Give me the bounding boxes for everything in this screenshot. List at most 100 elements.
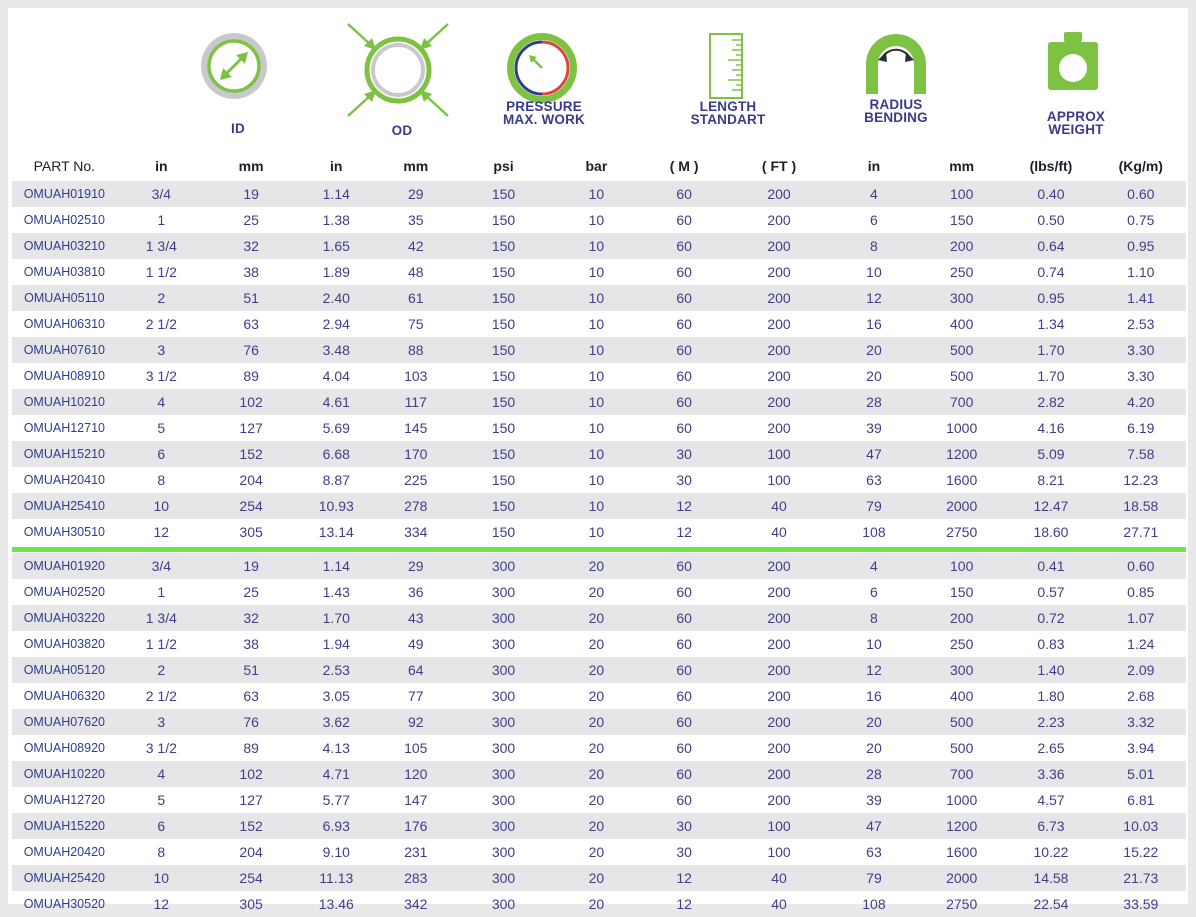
table-cell: 10.03 xyxy=(1095,813,1186,839)
table-cell: 108 xyxy=(862,524,886,540)
table-row: OMUAH06310 2 1/2 63 2.94 75 150 10 60 200 16 400 1.… xyxy=(12,311,1186,337)
table-row: OMUAH30520 12 305 13.46 342 300 20 12 40 108 2750 2… xyxy=(12,891,1186,917)
table-cell: 19 xyxy=(205,553,297,579)
table-cell: 2000 xyxy=(917,865,1007,891)
table-cell: 3.94 xyxy=(1127,740,1155,756)
table-cell: 60 xyxy=(676,636,692,652)
table-cell: 1.70 xyxy=(1037,368,1065,384)
table-cell: 4.71 xyxy=(296,761,377,787)
table-cell: 2750 xyxy=(946,896,978,912)
table-cell: 305 xyxy=(239,524,263,540)
table-cell: 150 xyxy=(491,264,516,280)
table-cell: 231 xyxy=(404,844,428,860)
table-cell: 152 xyxy=(205,813,297,839)
table-cell: 103 xyxy=(404,368,428,384)
col-weight-kg: (Kg/m) xyxy=(1118,158,1163,174)
table-cell: 43 xyxy=(376,605,456,631)
table-cell: 10 xyxy=(866,636,882,652)
part-number-cell: OMUAH03810 xyxy=(23,265,105,279)
part-number-cell: OMUAH10220 xyxy=(12,761,117,787)
table-cell: 10 xyxy=(551,285,642,311)
table-cell: 29 xyxy=(376,553,456,579)
col-radius-mm: mm xyxy=(949,158,975,174)
table-cell: 3.30 xyxy=(1095,337,1186,363)
table-cell: 40 xyxy=(727,865,831,891)
ruler-icon xyxy=(709,33,743,99)
table-cell: 2 xyxy=(116,657,206,683)
table-cell: 48 xyxy=(408,264,424,280)
table-cell: 3.05 xyxy=(322,688,350,704)
table-cell: 14.58 xyxy=(1006,865,1096,891)
part-number-cell: OMUAH02520 xyxy=(23,585,105,599)
table-cell: 20 xyxy=(551,553,642,579)
table-cell: 150 xyxy=(491,472,516,488)
table-row: OMUAH20420 8 204 9.10 231 300 20 30 100 63 1600 10.… xyxy=(12,839,1186,865)
part-number-cell: OMUAH08910 xyxy=(23,369,105,383)
table-cell: 76 xyxy=(205,337,297,363)
table-cell: 1600 xyxy=(946,844,978,860)
table-cell: 33.59 xyxy=(1123,896,1159,912)
table-cell: 47 xyxy=(830,813,918,839)
table-cell: 102 xyxy=(205,389,297,415)
table-cell: 51 xyxy=(205,657,297,683)
table-cell: 40 xyxy=(727,493,831,519)
table-cell: 300 xyxy=(491,844,516,860)
table-cell: 400 xyxy=(950,316,974,332)
table-cell: 12.47 xyxy=(1006,493,1096,519)
table-cell: 12 xyxy=(641,493,728,519)
table-cell: 283 xyxy=(376,865,456,891)
part-number-cell: OMUAH06310 xyxy=(23,317,105,331)
table-cell: 3/4 xyxy=(116,181,206,207)
table-cell: 6 xyxy=(116,813,206,839)
table-cell: 3/4 xyxy=(116,553,206,579)
table-cell: 150 xyxy=(491,368,516,384)
table-cell: 3 xyxy=(116,337,206,363)
spec-table: PART No. in mm in mm psi bar ( M ) ( FT … xyxy=(12,151,1186,917)
table-cell: 200 xyxy=(727,337,831,363)
table-cell: 4 xyxy=(830,181,918,207)
table-cell: 60 xyxy=(641,181,728,207)
table-cell: 1.24 xyxy=(1127,636,1155,652)
table-cell: 6 xyxy=(870,584,878,600)
table-cell: 4 xyxy=(116,389,206,415)
table-cell: 51 xyxy=(205,285,297,311)
table-cell: 39 xyxy=(866,420,882,436)
table-row: OMUAH01920 3/4 19 1.14 29 300 20 60 200 4 100 0.41 0… xyxy=(12,553,1186,579)
radius-header-line1: RADIUS xyxy=(869,97,923,112)
table-cell: 60 xyxy=(641,761,728,787)
table-cell: 20 xyxy=(551,865,642,891)
table-cell: 20 xyxy=(866,740,882,756)
table-cell: 108 xyxy=(862,896,886,912)
table-row: OMUAH10220 4 102 4.71 120 300 20 60 200 28 700 3.36… xyxy=(12,761,1186,787)
table-cell: 117 xyxy=(376,389,456,415)
table-cell: 300 xyxy=(491,636,516,652)
table-cell: 20 xyxy=(551,761,642,787)
table-cell: 20 xyxy=(551,605,642,631)
table-cell: 3 1/2 xyxy=(145,368,177,384)
table-cell: 60 xyxy=(676,688,692,704)
bending-radius-icon xyxy=(866,34,926,94)
table-cell: 5.77 xyxy=(322,792,350,808)
part-number-cell: OMUAH08920 xyxy=(23,741,105,755)
table-cell: 200 xyxy=(727,285,831,311)
part-number-cell: OMUAH30520 xyxy=(23,897,105,911)
table-cell: 150 xyxy=(455,337,552,363)
table-cell: 2.65 xyxy=(1037,740,1065,756)
table-cell: 10 xyxy=(551,181,642,207)
table-cell: 1.70 xyxy=(296,605,377,631)
table-row: OMUAH12710 5 127 5.69 145 150 10 60 200 39 1000 4.1… xyxy=(12,415,1186,441)
table-row: OMUAH15210 6 152 6.68 170 150 10 30 100 47 1200 5.0… xyxy=(12,441,1186,467)
table-cell: 20 xyxy=(588,584,605,600)
table-cell: 20 xyxy=(551,709,642,735)
col-pressure-bar: bar xyxy=(585,158,608,174)
weight-header-line1: APPROX xyxy=(1046,109,1106,124)
part-number-cell: OMUAH15220 xyxy=(12,813,117,839)
table-cell: 200 xyxy=(727,761,831,787)
table-cell: 1.43 xyxy=(322,584,350,600)
table-cell: 300 xyxy=(455,709,552,735)
table-cell: 16 xyxy=(866,316,882,332)
table-cell: 200 xyxy=(727,709,831,735)
table-cell: 20 xyxy=(830,709,918,735)
table-cell: 170 xyxy=(376,441,456,467)
table-cell: 88 xyxy=(376,337,456,363)
